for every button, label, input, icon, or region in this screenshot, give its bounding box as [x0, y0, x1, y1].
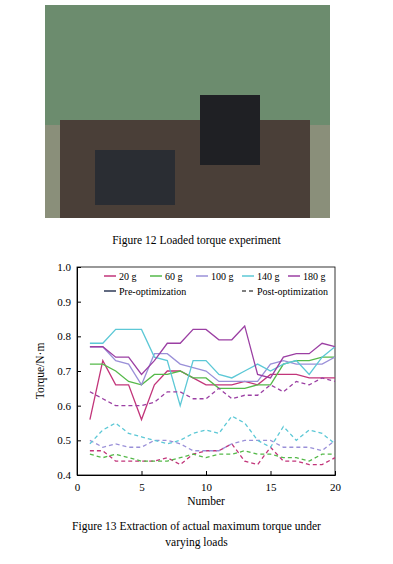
y-tick-label: 0.8	[57, 330, 71, 342]
photo-device	[95, 150, 175, 205]
x-axis: 0 5 10 15 20	[75, 471, 342, 493]
y-tick-mark	[77, 302, 81, 303]
legend-swatch	[196, 275, 208, 277]
legend-label: Post-optimization	[257, 286, 328, 297]
y-tick-mark	[77, 336, 81, 337]
series-line	[90, 361, 335, 420]
x-tick-mark	[142, 471, 143, 475]
x-tick-mark	[271, 471, 272, 475]
y-tick: 0.7	[57, 365, 81, 377]
y-axis-line	[78, 268, 82, 476]
y-tick: 1.0	[57, 261, 81, 273]
y-axis: 0.4 0.5 0.6 0.7 0.8 0.9 1.0	[57, 261, 81, 481]
legend-swatch	[150, 275, 162, 277]
series-line	[90, 329, 335, 405]
photo-bench	[60, 120, 310, 218]
x-tick: 10	[201, 471, 213, 493]
y-tick-label: 0.7	[57, 365, 71, 377]
x-tick-label: 5	[139, 481, 145, 493]
photo-motor	[200, 95, 260, 165]
x-axis-line	[78, 471, 336, 476]
legend-swatch	[242, 290, 254, 292]
series-line	[90, 378, 335, 406]
series-line	[90, 440, 335, 450]
caption: varying loads	[165, 536, 228, 549]
plot-area	[90, 326, 335, 465]
legend-swatch	[104, 275, 116, 277]
x-tick: 15	[266, 471, 278, 493]
figure: Figure 12 Loaded torque experiment 0 5 10 15…	[0, 0, 393, 564]
y-axis-title: Torque/N·m	[34, 343, 47, 400]
y-tick: 0.4	[57, 469, 81, 481]
caption: Figure 12 Loaded torque experiment	[112, 234, 281, 247]
y-tick-label: 0.5	[57, 434, 71, 446]
x-tick: 5	[139, 471, 145, 493]
y-tick: 0.9	[57, 296, 81, 308]
y-tick-mark	[77, 267, 81, 268]
series-line	[90, 416, 335, 447]
legend-label: 140 g	[257, 271, 280, 282]
y-tick-label: 1.0	[57, 261, 71, 273]
x-tick-label: 15	[266, 481, 278, 493]
y-tick-mark	[77, 475, 81, 476]
y-tick-mark	[77, 406, 81, 407]
y-tick-mark	[77, 440, 81, 441]
y-tick-label: 0.4	[57, 469, 71, 481]
photo-ground	[45, 5, 330, 125]
legend-label: Pre-optimization	[119, 286, 186, 297]
x-tick-mark	[206, 471, 207, 475]
x-tick-mark	[335, 471, 336, 475]
x-tick-label: 0	[75, 481, 81, 493]
series-line	[90, 326, 335, 378]
photo-background	[45, 5, 330, 218]
y-tick: 0.5	[57, 434, 81, 446]
y-tick-label: 0.9	[57, 296, 71, 308]
y-tick-label: 0.6	[57, 400, 71, 412]
caption: Figure 13 Extraction of actual maximum t…	[72, 520, 321, 533]
x-axis-title: Number	[187, 495, 225, 507]
legend-swatch	[104, 290, 116, 292]
x-tick: 20	[330, 471, 342, 493]
y-tick: 0.6	[57, 400, 81, 412]
y-tick: 0.8	[57, 330, 81, 342]
series-line	[90, 451, 335, 461]
x-tick-label: 20	[330, 481, 342, 493]
legend-label: 180 g	[303, 271, 326, 282]
series-line	[90, 347, 335, 385]
legend-swatch	[242, 275, 254, 277]
legend-label: 100 g	[211, 271, 234, 282]
legend-label: 20 g	[119, 271, 137, 282]
legend-label: 60 g	[165, 271, 183, 282]
photo	[45, 5, 330, 218]
legend-swatch	[288, 275, 300, 277]
plot-frame	[77, 267, 335, 475]
x-tick-label: 10	[201, 481, 213, 493]
y-tick-mark	[77, 371, 81, 372]
legend: 20 g 60 g 100 g 140 g 180 g Pre-optimization P…	[104, 271, 328, 297]
